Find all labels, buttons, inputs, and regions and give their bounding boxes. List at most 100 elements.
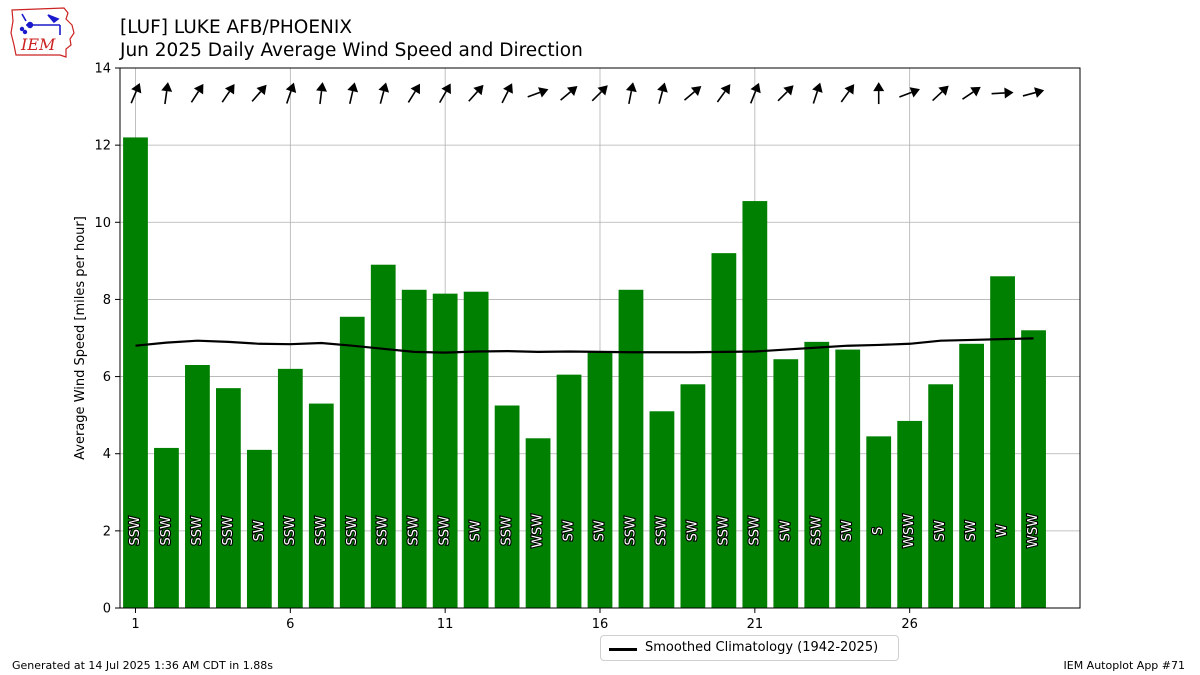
y-tick-label: 0 [103,602,111,617]
y-tick-label: 2 [103,524,111,539]
direction-arrow [812,82,823,104]
y-tick-label: 12 [94,139,111,154]
direction-arrow [438,83,451,103]
direction-arrow [527,87,549,98]
direction-arrow [161,82,173,105]
direction-label: SW [469,520,484,541]
speed-bar [773,359,799,608]
direction-arrow [932,85,949,102]
direction-label: SSW [623,516,638,546]
direction-label: SSW [128,516,143,546]
direction-label: SW [252,520,267,541]
weather-station-icon [19,13,61,35]
direction-label: SW [840,520,855,541]
direction-arrow [316,82,327,105]
direction-arrow [378,82,390,104]
direction-label: W [995,524,1010,537]
speed-bar [742,201,768,609]
climatology-line [135,337,1034,354]
speed-bar [587,351,613,608]
direction-label: SW [593,520,608,541]
y-axis: 0 2 4 6 8 10 12 14 [94,62,120,617]
iowa-outline-icon [10,7,75,58]
speed-bar [154,447,179,608]
direction-arrow [221,83,235,103]
speed-bar [463,291,489,608]
speed-bar [897,420,923,608]
direction-label: SSW [221,516,236,546]
direction-arrow [716,84,731,103]
direction-label: WSW [1026,514,1041,548]
speed-bar [216,388,241,608]
iem-logo: IEM [10,7,75,58]
y-tick-label: 8 [103,293,111,308]
direction-label: SSW [314,516,329,546]
speed-bar [401,289,427,608]
direction-arrow [749,82,761,104]
direction-label: SSW [809,516,824,546]
speed-bar [246,449,272,608]
legend-line-swatch [609,648,637,651]
direction-arrow [683,86,702,101]
direction-arrow [285,82,297,104]
speed-bar [680,384,706,608]
y-tick-label: 14 [94,62,111,77]
direction-label: WSW [902,514,917,548]
legend-label: Smoothed Climatology (1942-2025) [645,640,879,655]
direction-arrow [190,83,204,103]
direction-label: WSW [531,514,546,548]
direction-arrow [501,83,513,104]
x-tick-label: 21 [747,617,764,632]
direction-arrow [991,87,1014,99]
direction-label: SSW [190,516,205,546]
direction-arrow [468,84,484,102]
speed-bar [959,343,984,608]
speed-bar [928,384,954,608]
speed-bars [123,137,1046,609]
chart-subtitle: Jun 2025 Daily Average Wind Speed and Di… [120,40,583,61]
direction-label: SSW [376,516,391,546]
direction-label: SSW [345,516,360,546]
speed-bar [370,264,396,608]
direction-arrow [962,86,981,100]
direction-arrow [1022,87,1045,98]
x-tick-label: 26 [901,617,918,632]
legend: Smoothed Climatology (1942-2025) [600,635,899,661]
direction-label: SSW [716,516,731,546]
speed-bar [556,374,582,608]
direction-label: SW [685,520,700,541]
direction-arrow [591,85,608,102]
direction-label: SW [933,520,948,541]
direction-arrow [899,87,920,98]
direction-arrow [251,84,267,102]
footer-generated: Generated at 14 Jul 2025 1:36 AM CDT in … [12,659,273,672]
direction-arrow [130,82,142,104]
direction-label: SSW [159,516,174,546]
speed-bar [339,316,365,608]
speed-bar [432,293,458,608]
footer-app: IEM Autoplot App #71 [1063,659,1186,672]
direction-arrow [347,82,359,104]
x-axis: 1 6 11 16 21 26 [131,608,918,632]
y-axis-label: Average Wind Speed [miles per hour] [73,216,88,460]
speed-bar [866,436,892,608]
speed-bar [277,368,303,608]
x-tick-label: 11 [437,617,454,632]
speed-bar [1021,330,1046,608]
x-tick-label: 1 [131,617,139,632]
speed-bar [835,349,861,608]
direction-label: SSW [747,516,762,546]
direction-arrow [407,83,421,103]
logo-text: IEM [20,35,56,54]
speed-bar [649,411,675,608]
speed-bar [990,276,1015,608]
chart-title: [LUF] LUKE AFB/PHOENIX [120,17,353,38]
direction-arrow [625,82,637,105]
direction-label: SSW [500,516,515,546]
direction-arrow [657,82,668,104]
direction-arrow [560,86,578,101]
direction-label: SSW [407,516,422,546]
direction-arrows [130,82,1045,105]
speed-bar [618,289,644,608]
